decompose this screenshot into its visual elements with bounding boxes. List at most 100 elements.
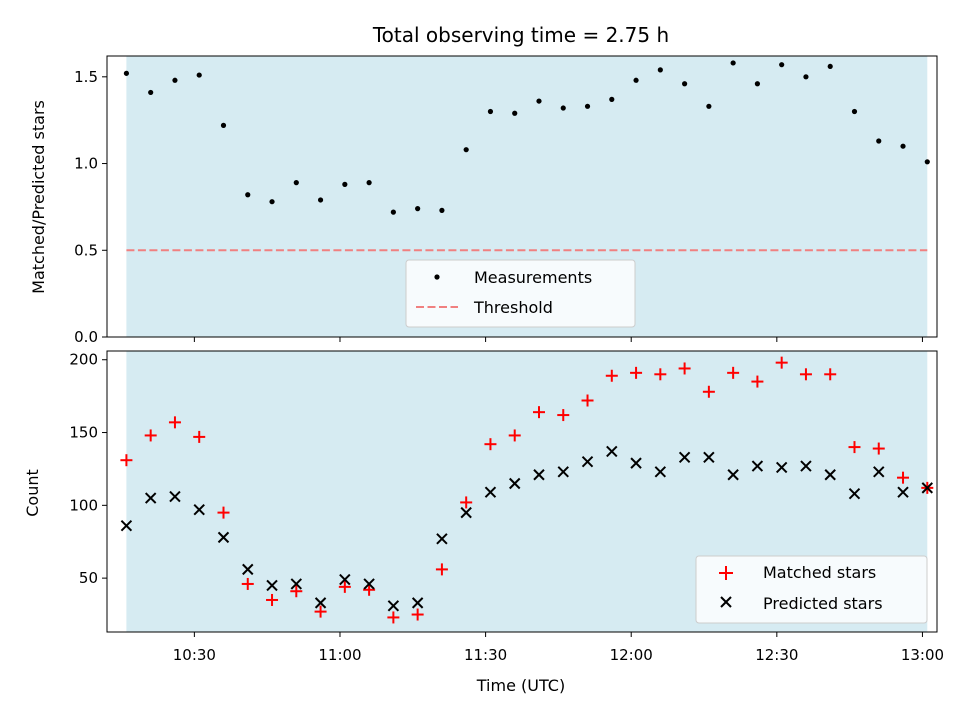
predicted-star-point bbox=[363, 578, 375, 590]
measurement-point bbox=[196, 72, 202, 78]
top-legend-box bbox=[405, 259, 636, 328]
matched-star-point bbox=[290, 585, 303, 598]
predicted-star-point bbox=[848, 487, 861, 500]
top-y-tick-label: 1.5 bbox=[74, 68, 98, 86]
matched-star-point bbox=[605, 369, 618, 382]
bottom-x-tick-label: 11:30 bbox=[464, 646, 507, 664]
matched-star-point bbox=[168, 416, 181, 429]
predicted-star-stroke bbox=[557, 466, 569, 478]
matched-star-point bbox=[727, 366, 740, 379]
predicted-star-stroke bbox=[169, 490, 181, 503]
predicted-star-point bbox=[290, 578, 303, 590]
predicted-star-stroke bbox=[363, 578, 375, 590]
predicted-star-point bbox=[509, 477, 521, 490]
measurement-point bbox=[390, 209, 396, 215]
matched-star-point bbox=[848, 441, 861, 454]
predicted-star-point bbox=[703, 451, 715, 463]
bottom-y-tick-label: 150 bbox=[69, 424, 98, 442]
matched-star-point bbox=[193, 430, 206, 443]
predicted-star-stroke bbox=[436, 533, 448, 545]
predicted-star-point bbox=[678, 451, 691, 463]
top-y-tick-label: 1.0 bbox=[74, 155, 98, 173]
predicted-star-stroke bbox=[460, 506, 472, 519]
measurement-point bbox=[876, 138, 882, 144]
predicted-star-stroke bbox=[120, 520, 133, 532]
matched-star-point bbox=[897, 471, 910, 484]
predicted-star-point bbox=[533, 469, 545, 481]
predicted-star-stroke bbox=[848, 487, 861, 500]
predicted-star-point bbox=[606, 445, 618, 458]
predicted-star-point bbox=[193, 503, 205, 516]
predicted-star-stroke bbox=[581, 455, 594, 468]
predicted-star-stroke bbox=[387, 600, 400, 612]
predicted-star-stroke bbox=[800, 460, 812, 472]
bottom-legend-box bbox=[695, 555, 928, 624]
legend-measurement-marker bbox=[434, 274, 440, 280]
matched-star-point bbox=[144, 429, 157, 442]
predicted-star-point bbox=[751, 460, 764, 472]
predicted-star-point bbox=[411, 597, 424, 609]
predicted-star-point bbox=[217, 531, 230, 544]
top-y-tick-label: 0.5 bbox=[74, 241, 98, 259]
predicted-star-point bbox=[775, 461, 788, 474]
bottom-x-tick-label: 10:30 bbox=[173, 646, 216, 664]
predicted-star-point bbox=[339, 573, 351, 586]
predicted-star-stroke bbox=[727, 469, 739, 481]
matched-star-point bbox=[314, 605, 327, 618]
predicted-star-stroke bbox=[533, 469, 545, 481]
legend-matched-marker bbox=[719, 566, 733, 580]
measurement-point bbox=[584, 103, 591, 109]
matched-star-point bbox=[557, 409, 570, 422]
measurement-point bbox=[293, 180, 299, 186]
top-y-tick-label: 0.0 bbox=[74, 328, 98, 346]
bottom-x-tick-label: 11:00 bbox=[318, 646, 361, 664]
predicted-star-point bbox=[242, 563, 254, 576]
predicted-star-stroke bbox=[484, 486, 497, 498]
measurement-point bbox=[657, 67, 663, 73]
measurement-point bbox=[342, 181, 348, 187]
predicted-star-point bbox=[169, 490, 181, 503]
bottom-y-tick-label: 200 bbox=[69, 351, 98, 369]
predicted-star-point bbox=[120, 520, 133, 532]
predicted-star-stroke bbox=[314, 597, 327, 609]
predicted-star-point bbox=[436, 533, 448, 545]
bottom-y-tick-label: 50 bbox=[79, 569, 98, 587]
matched-star-point bbox=[775, 356, 788, 369]
bottom-x-tick-label: 12:30 bbox=[755, 646, 798, 664]
measurement-point bbox=[220, 122, 227, 128]
measurement-point bbox=[803, 74, 809, 80]
measurement-point bbox=[487, 108, 494, 115]
matched-star-point bbox=[630, 366, 643, 379]
predicted-star-stroke bbox=[339, 573, 351, 586]
predicted-star-point bbox=[921, 482, 933, 494]
matched-star-point bbox=[532, 406, 545, 419]
measurement-point bbox=[851, 108, 858, 115]
matched-star-point bbox=[508, 429, 521, 442]
matched-star-point bbox=[411, 608, 424, 621]
predicted-star-stroke bbox=[775, 461, 788, 474]
measurement-point bbox=[754, 81, 761, 87]
measurement-point bbox=[536, 98, 542, 104]
predicted-star-stroke bbox=[678, 451, 691, 463]
predicted-star-stroke bbox=[654, 466, 667, 478]
measurement-point bbox=[609, 96, 615, 102]
predicted-star-point bbox=[897, 486, 909, 498]
legend-predicted-label: Predicted stars bbox=[763, 594, 883, 613]
predicted-star-point bbox=[557, 466, 569, 478]
matched-star-point bbox=[581, 394, 594, 407]
matched-star-point bbox=[799, 368, 812, 381]
legend-measurements-label: Measurements bbox=[474, 268, 592, 287]
measurement-point bbox=[730, 60, 736, 66]
bottom-legend: Matched stars Predicted stars bbox=[695, 555, 928, 624]
predicted-star-stroke bbox=[242, 563, 254, 576]
predicted-star-point bbox=[581, 455, 594, 468]
predicted-star-point bbox=[800, 460, 812, 472]
measurement-point bbox=[317, 197, 324, 203]
legend-predicted-marker bbox=[720, 596, 732, 608]
predicted-star-point bbox=[460, 506, 472, 519]
x-axis-label: Time (UTC) bbox=[476, 676, 565, 695]
top-axes-frame bbox=[106, 55, 938, 338]
predicted-star-stroke bbox=[217, 531, 230, 544]
matched-star-point bbox=[751, 375, 764, 388]
predicted-star-stroke bbox=[144, 492, 157, 504]
